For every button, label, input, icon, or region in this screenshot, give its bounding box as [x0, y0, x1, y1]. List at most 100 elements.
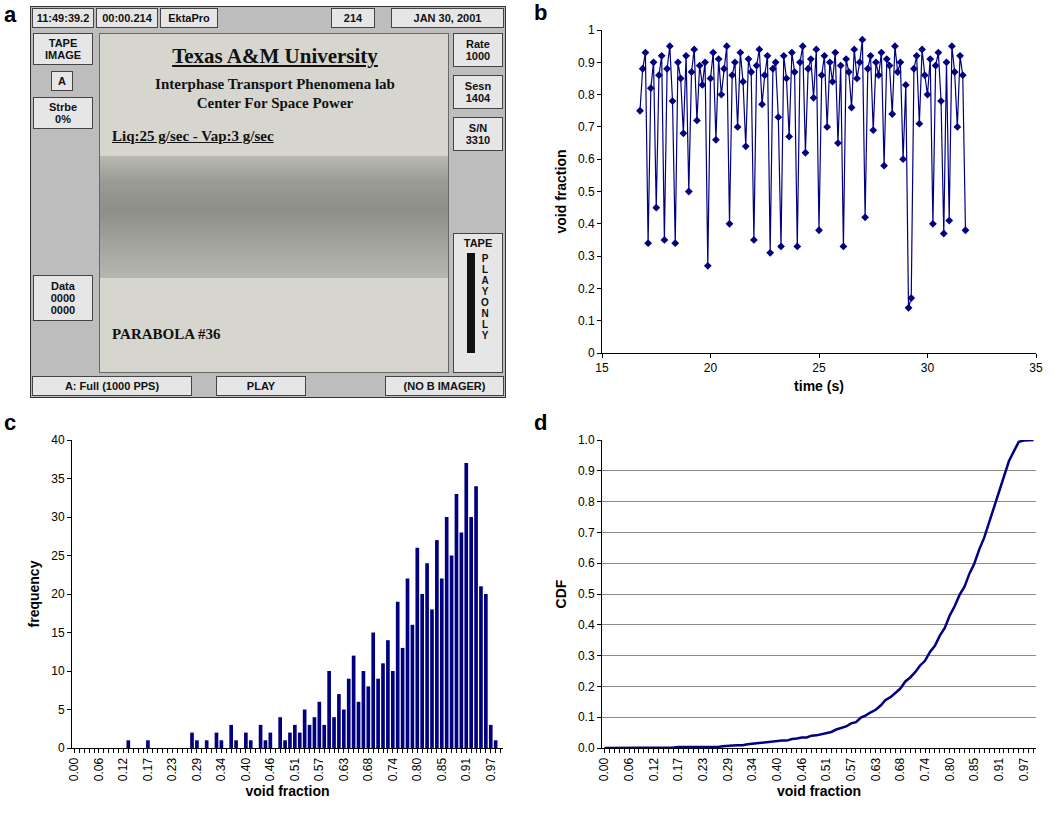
svg-text:0.23: 0.23 — [696, 757, 710, 781]
svg-text:20: 20 — [704, 361, 718, 375]
svg-text:0.40: 0.40 — [770, 757, 784, 781]
html-text:IMAGE: IMAGE — [45, 49, 81, 61]
html-text:0%: 0% — [55, 113, 71, 125]
svg-text:0.12: 0.12 — [647, 757, 661, 781]
svg-text:0.63: 0.63 — [869, 757, 883, 781]
svg-text:0.5: 0.5 — [578, 185, 595, 199]
svg-text:0.80: 0.80 — [943, 757, 957, 781]
svg-text:void fraction: void fraction — [553, 149, 569, 233]
svg-text:0: 0 — [588, 346, 595, 360]
svg-text:0.46: 0.46 — [263, 757, 277, 781]
svg-text:0.12: 0.12 — [116, 757, 130, 781]
svg-text:1.0: 1.0 — [578, 433, 595, 447]
html-text:Liq:25 g/sec - Vap:3 g/sec: Liq:25 g/sec - Vap:3 g/sec — [112, 128, 274, 144]
svg-text:0.17: 0.17 — [141, 757, 155, 781]
svg-text:1: 1 — [588, 23, 595, 37]
svg-text:0.00: 0.00 — [597, 757, 611, 781]
html-text:Rate: Rate — [466, 38, 490, 50]
svg-text:0.51: 0.51 — [288, 757, 302, 781]
svg-text:0.6: 0.6 — [578, 556, 595, 570]
html-text:PARABOLA #36: PARABOLA #36 — [112, 326, 221, 342]
svg-text:0: 0 — [58, 741, 65, 755]
html-text:00:00.214: 00:00.214 — [102, 12, 152, 24]
svg-text:0.91: 0.91 — [459, 757, 473, 781]
svg-text:0.4: 0.4 — [578, 217, 595, 231]
svg-text:void fraction: void fraction — [245, 783, 329, 799]
html-text:Texas A&M University: Texas A&M University — [172, 44, 378, 68]
svg-text:25: 25 — [812, 361, 826, 375]
svg-text:15: 15 — [51, 626, 65, 640]
svg-text:5: 5 — [58, 703, 65, 717]
svg-text:0.2: 0.2 — [578, 282, 595, 296]
svg-text:0.8: 0.8 — [578, 495, 595, 509]
svg-text:0.63: 0.63 — [337, 757, 351, 781]
html-text:TAPE: TAPE — [48, 37, 78, 49]
svg-text:0.5: 0.5 — [578, 587, 595, 601]
svg-text:0.68: 0.68 — [893, 757, 907, 781]
svg-text:40: 40 — [51, 433, 65, 447]
svg-text:0.91: 0.91 — [992, 757, 1006, 781]
svg-text:0.1: 0.1 — [578, 314, 595, 328]
svg-text:0.68: 0.68 — [361, 757, 375, 781]
svg-text:0.3: 0.3 — [578, 249, 595, 263]
html-text:c: c — [4, 410, 17, 435]
svg-text:0.3: 0.3 — [578, 649, 595, 663]
svg-text:0.17: 0.17 — [671, 757, 685, 781]
svg-text:0.0: 0.0 — [578, 741, 595, 755]
svg-text:0.6: 0.6 — [578, 152, 595, 166]
svg-text:0.51: 0.51 — [819, 757, 833, 781]
html-text:JAN 30, 2001: JAN 30, 2001 — [413, 12, 482, 24]
svg-text:0.34: 0.34 — [745, 757, 759, 781]
svg-text:0.1: 0.1 — [578, 710, 595, 724]
html-text:214: 214 — [343, 12, 363, 24]
svg-text:0.23: 0.23 — [165, 757, 179, 781]
svg-text:0.7: 0.7 — [578, 120, 595, 134]
svg-text:0.80: 0.80 — [410, 757, 424, 781]
svg-text:0.74: 0.74 — [386, 757, 400, 781]
svg-text:0.85: 0.85 — [967, 757, 981, 781]
svg-text:0.2: 0.2 — [578, 680, 595, 694]
svg-text:0.7: 0.7 — [578, 526, 595, 540]
svg-text:30: 30 — [51, 510, 65, 524]
svg-text:time (s): time (s) — [794, 378, 844, 394]
svg-text:0.29: 0.29 — [721, 757, 735, 781]
svg-text:0.46: 0.46 — [795, 757, 809, 781]
html-text:0000: 0000 — [50, 292, 76, 304]
svg-text:0.29: 0.29 — [190, 757, 204, 781]
svg-text:10: 10 — [51, 664, 65, 678]
html-text:a: a — [4, 2, 17, 27]
svg-text:0.8: 0.8 — [578, 88, 595, 102]
svg-text:0.74: 0.74 — [918, 757, 932, 781]
svg-text:35: 35 — [51, 472, 65, 486]
svg-text:0.34: 0.34 — [214, 757, 228, 781]
svg-text:20: 20 — [51, 587, 65, 601]
svg-text:0.00: 0.00 — [67, 757, 81, 781]
html-text:Data: Data — [51, 280, 75, 292]
svg-text:0.57: 0.57 — [844, 757, 858, 781]
svg-text:0.9: 0.9 — [578, 464, 595, 478]
html-text:b: b — [534, 0, 548, 25]
html-text:Strbe: Strbe — [48, 101, 78, 113]
svg-text:0.06: 0.06 — [622, 757, 636, 781]
svg-text:30: 30 — [921, 361, 935, 375]
svg-text:0.97: 0.97 — [484, 757, 498, 781]
svg-text:0.97: 0.97 — [1017, 757, 1031, 781]
svg-text:35: 35 — [1029, 361, 1043, 375]
html-text:EktaPro: EktaPro — [168, 12, 210, 24]
svg-text:0.57: 0.57 — [312, 757, 326, 781]
html-text:d: d — [534, 410, 548, 435]
svg-text:0.4: 0.4 — [578, 618, 595, 632]
svg-text:0.40: 0.40 — [239, 757, 253, 781]
svg-text:0.06: 0.06 — [92, 757, 106, 781]
html-text:11:49:39.2: 11:49:39.2 — [36, 12, 90, 24]
svg-text:0.9: 0.9 — [578, 56, 595, 70]
svg-text:25: 25 — [51, 549, 65, 563]
svg-text:CDF: CDF — [553, 579, 569, 608]
html-text:Interphase Transport Phenomena: Interphase Transport Phenomena lab — [155, 76, 395, 92]
svg-text:void fraction: void fraction — [777, 783, 861, 799]
svg-text:0.85: 0.85 — [435, 757, 449, 781]
svg-text:15: 15 — [595, 361, 609, 375]
html-text:Center For Space Power: Center For Space Power — [196, 95, 354, 111]
svg-text:frequency: frequency — [26, 560, 42, 627]
html-text:0000: 0000 — [50, 304, 76, 316]
